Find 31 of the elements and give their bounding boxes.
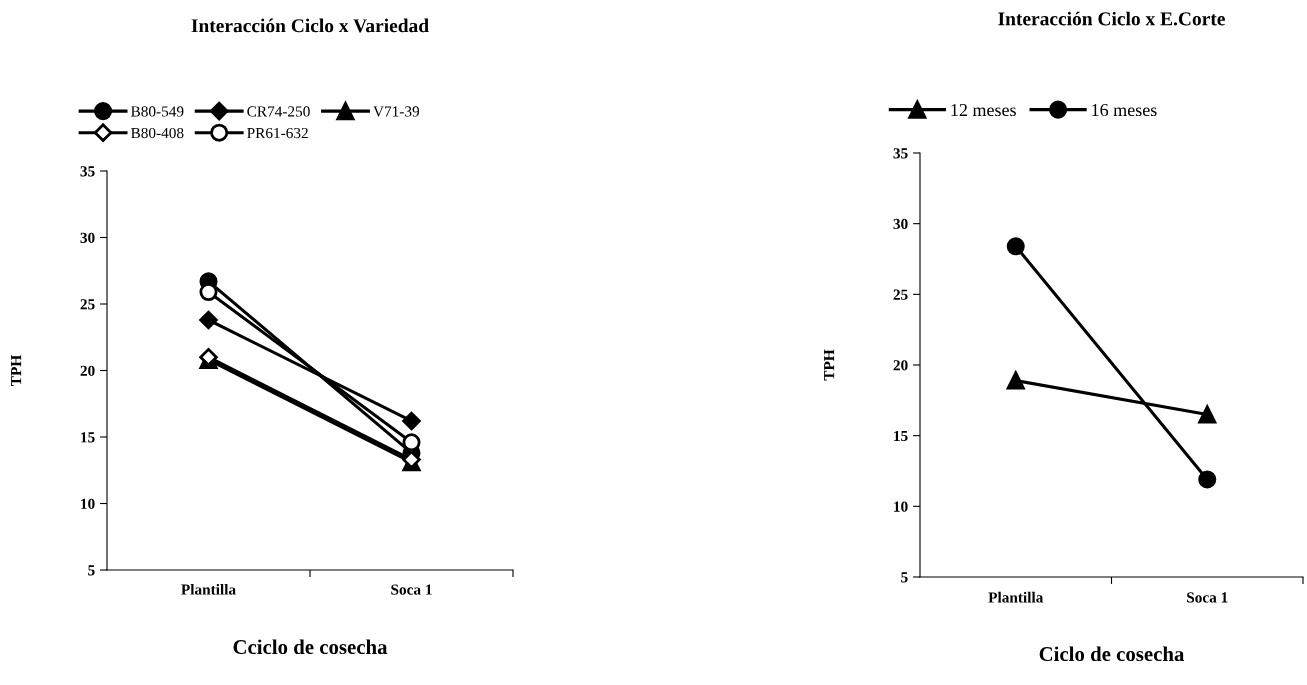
- x-tick-label: Soca 1: [1187, 592, 1228, 603]
- y-axis-title: TPH: [824, 349, 835, 381]
- x-axis-title: Ciclo de cosecha: [1039, 646, 1185, 662]
- y-tick-label: 20: [893, 360, 908, 371]
- legend-label: B80-408: [131, 127, 184, 139]
- y-tick-label: 20: [80, 365, 95, 376]
- y-tick-label: 25: [80, 299, 95, 310]
- y-axis-title: TPH: [11, 355, 22, 386]
- y-tick-label: 5: [88, 565, 95, 576]
- x-tick-label: Plantilla: [988, 591, 1044, 603]
- legend-label: B80-549: [131, 106, 184, 117]
- y-tick-label: 15: [81, 432, 95, 443]
- legend-label: PR61-632: [247, 127, 308, 139]
- legend-label: V71-39: [373, 106, 420, 117]
- y-tick-label: 30: [80, 232, 95, 243]
- x-axis-title: Cciclo de cosecha: [233, 639, 388, 655]
- y-tick-label: 10: [894, 501, 908, 512]
- y-tick-label: 35: [80, 166, 95, 177]
- x-tick-label: Plantilla: [181, 583, 236, 595]
- y-tick-label: 10: [81, 498, 95, 509]
- y-tick-label: 30: [893, 218, 908, 230]
- legend-label: 12 meses: [951, 103, 1016, 117]
- y-tick-label: 25: [893, 289, 908, 300]
- x-tick-label: Soca 1: [391, 584, 432, 595]
- legend-label: CR74-250: [247, 106, 310, 117]
- y-tick-label: 15: [894, 430, 908, 442]
- y-tick-label: 35: [893, 148, 908, 159]
- chart-title: Interacción Ciclo x E.Corte: [998, 11, 1225, 26]
- y-tick-label: 5: [901, 572, 908, 583]
- legend-label: 16 meses: [1092, 103, 1157, 117]
- chart-title: Interacción Ciclo x Variedad: [191, 18, 429, 33]
